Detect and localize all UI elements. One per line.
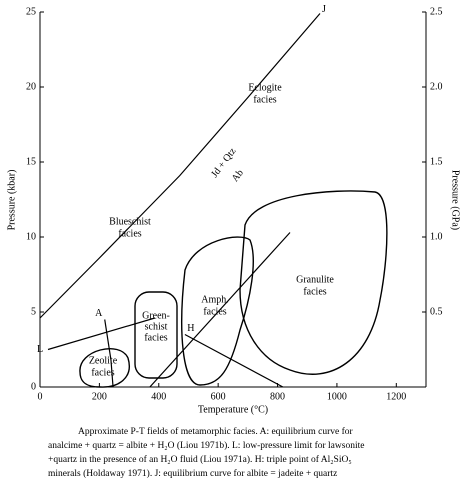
curve <box>39 13 321 319</box>
facies-label: schist <box>145 321 168 332</box>
curve-label: Ab <box>230 168 246 184</box>
facies-label: facies <box>144 332 167 343</box>
facies-label: Blueschist <box>109 216 151 227</box>
curve-name: H <box>187 323 194 334</box>
curve <box>104 319 114 388</box>
y-tick-label: 15 <box>26 156 36 167</box>
facies-label: Zeolite <box>89 355 118 366</box>
facies-label: Amph. <box>201 294 229 305</box>
y-tick-label: 10 <box>26 231 36 242</box>
y2-tick-label: 2.0 <box>430 81 443 92</box>
curve-name: L <box>37 344 43 355</box>
y-tick-label: 5 <box>31 306 36 317</box>
curve-name: A <box>95 308 103 319</box>
x-tick-label: 600 <box>211 391 226 402</box>
facies-outline <box>79 348 130 388</box>
curve <box>47 317 156 351</box>
facies-label: facies <box>91 367 114 378</box>
caption: minerals (Holdaway 1971). J: equilibrium… <box>48 468 337 479</box>
facies-outline <box>134 291 178 379</box>
x-tick-label: 1000 <box>327 391 347 402</box>
facies-outline <box>181 236 254 386</box>
y-tick-label: 20 <box>26 81 36 92</box>
y2-tick-label: 0.5 <box>430 306 443 317</box>
facies-label: facies <box>203 306 226 317</box>
y-tick-label: 0 <box>31 381 36 392</box>
facies-label: Granulite <box>296 274 334 285</box>
y2-tick-label: 1.5 <box>430 156 443 167</box>
facies-label: facies <box>303 286 326 297</box>
x-tick-label: 400 <box>151 391 166 402</box>
caption: +quartz in the presence of an H₂O fluid … <box>48 454 352 465</box>
facies-label: facies <box>118 228 141 239</box>
x-tick-label: 0 <box>38 391 43 402</box>
x-axis-label: Temperature (°C) <box>198 404 268 415</box>
y2-axis-label: Pressure (GPa) <box>450 170 461 230</box>
curve-name: J <box>322 4 326 15</box>
curve <box>149 232 291 388</box>
y2-tick-label: 1.0 <box>430 231 443 242</box>
caption: analcime + quartz = albite + H₂O (Liou 1… <box>48 440 364 451</box>
facies-label: Eclogite <box>248 82 282 93</box>
x-tick-label: 1200 <box>386 391 406 402</box>
facies-outline <box>239 190 388 375</box>
x-tick-label: 800 <box>270 391 285 402</box>
y2-tick-label: 2.5 <box>430 6 443 17</box>
caption: Approximate P-T fields of metamorphic fa… <box>78 426 354 437</box>
x-tick-label: 200 <box>92 391 107 402</box>
y-axis-label: Pressure (kbar) <box>6 170 17 231</box>
facies-label: facies <box>253 94 276 105</box>
y-tick-label: 25 <box>26 6 36 17</box>
facies-label: Green- <box>142 310 170 321</box>
